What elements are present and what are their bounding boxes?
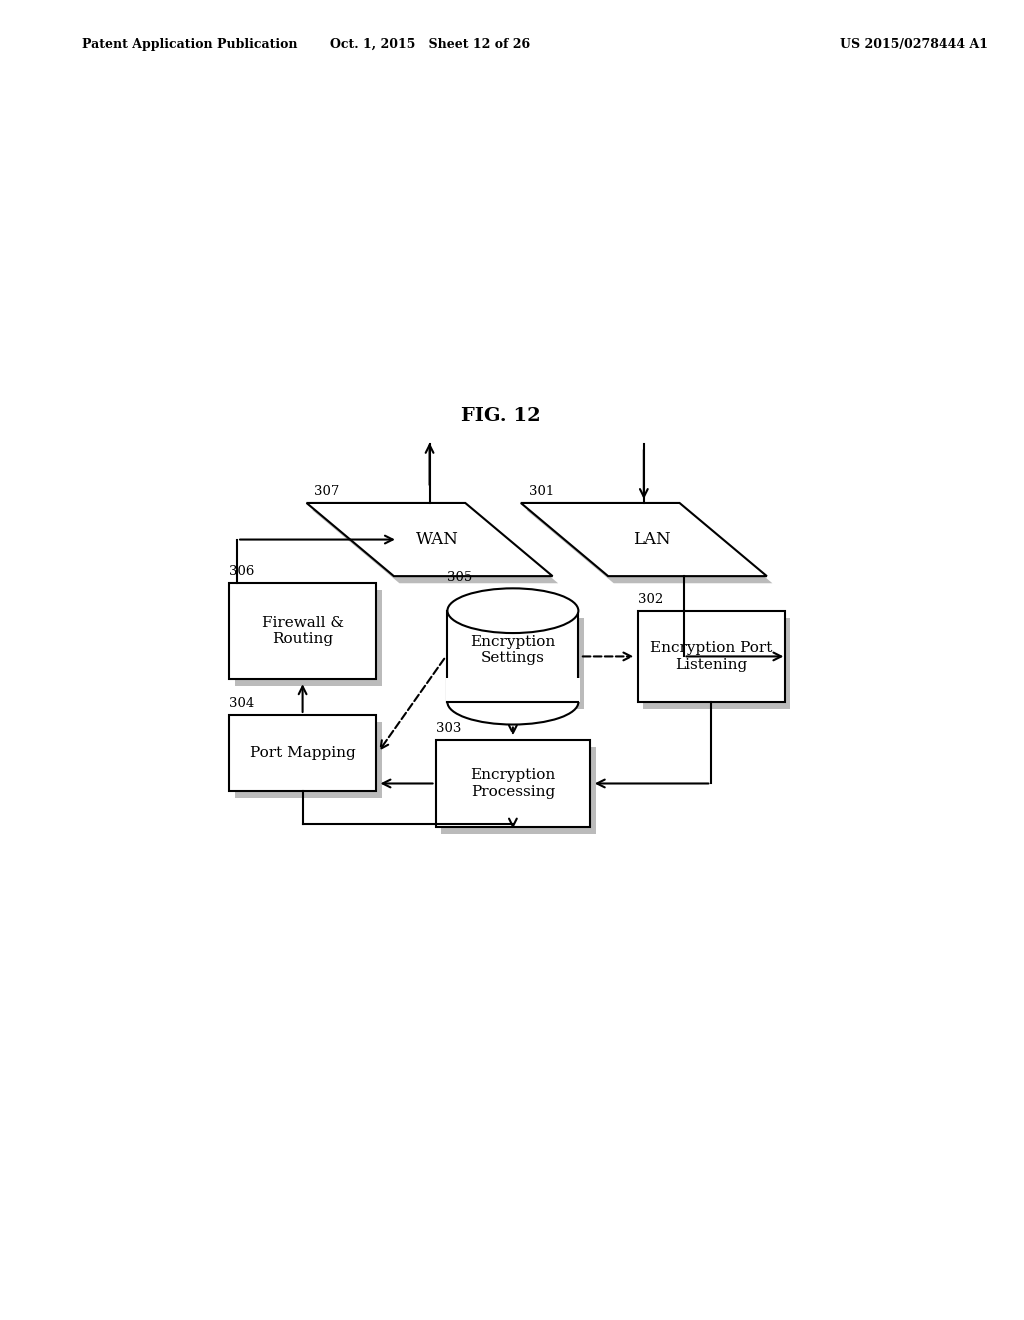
Polygon shape (441, 747, 596, 834)
Text: 306: 306 (229, 565, 255, 578)
Text: Encryption Port
Listening: Encryption Port Listening (650, 642, 772, 672)
Polygon shape (445, 677, 580, 702)
Text: 307: 307 (314, 484, 340, 498)
Polygon shape (229, 582, 376, 680)
Polygon shape (435, 741, 590, 826)
Polygon shape (229, 715, 376, 791)
Text: Firewall &
Routing: Firewall & Routing (261, 616, 344, 645)
Text: Encryption
Settings: Encryption Settings (470, 635, 556, 665)
Polygon shape (447, 611, 579, 702)
Polygon shape (453, 618, 584, 709)
Text: 302: 302 (638, 593, 664, 606)
Polygon shape (521, 503, 767, 576)
Ellipse shape (447, 680, 579, 725)
Text: WAN: WAN (416, 531, 459, 548)
Polygon shape (234, 722, 382, 799)
Ellipse shape (447, 589, 579, 634)
Polygon shape (643, 618, 791, 709)
Text: 301: 301 (528, 484, 554, 498)
Polygon shape (234, 590, 382, 686)
Polygon shape (638, 611, 784, 702)
Text: FIG. 12: FIG. 12 (461, 408, 541, 425)
Polygon shape (526, 510, 772, 583)
Polygon shape (306, 503, 553, 576)
Text: Patent Application Publication: Patent Application Publication (82, 38, 297, 51)
Text: LAN: LAN (633, 531, 671, 548)
Text: 303: 303 (435, 722, 461, 735)
Text: Port Mapping: Port Mapping (250, 746, 355, 760)
Text: 305: 305 (447, 572, 473, 585)
Text: Oct. 1, 2015   Sheet 12 of 26: Oct. 1, 2015 Sheet 12 of 26 (330, 38, 530, 51)
Polygon shape (312, 510, 558, 583)
Text: 304: 304 (229, 697, 254, 710)
Text: Encryption
Processing: Encryption Processing (470, 768, 556, 799)
Text: US 2015/0278444 A1: US 2015/0278444 A1 (840, 38, 988, 51)
